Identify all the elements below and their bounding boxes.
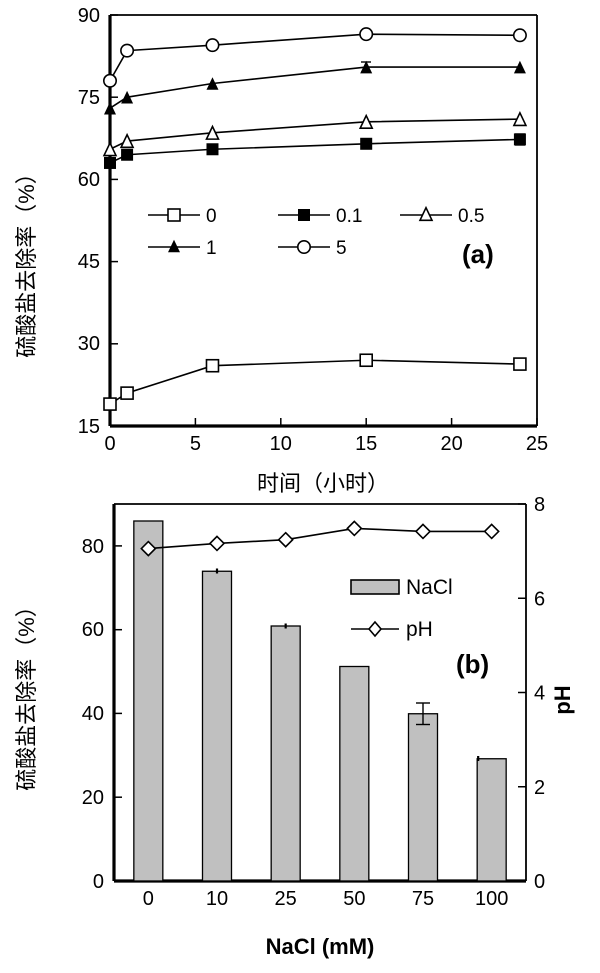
svg-text:15: 15 <box>355 433 377 455</box>
svg-text:0.1: 0.1 <box>336 206 362 227</box>
svg-text:60: 60 <box>82 619 104 641</box>
svg-text:0: 0 <box>206 206 217 227</box>
svg-text:硫酸盐去除率（%）: 硫酸盐去除率（%） <box>14 595 39 791</box>
svg-text:15: 15 <box>78 416 100 438</box>
svg-text:NaCl: NaCl <box>406 576 453 599</box>
svg-text:60: 60 <box>78 169 100 191</box>
svg-text:1: 1 <box>206 238 217 259</box>
svg-text:(a): (a) <box>462 239 494 269</box>
svg-text:0: 0 <box>104 433 115 455</box>
svg-text:20: 20 <box>440 433 462 455</box>
svg-text:75: 75 <box>412 888 434 910</box>
svg-text:100: 100 <box>475 888 508 910</box>
svg-text:75: 75 <box>78 87 100 109</box>
svg-text:6: 6 <box>534 588 545 610</box>
svg-text:0: 0 <box>534 871 545 893</box>
svg-text:pH: pH <box>406 618 433 641</box>
svg-text:0.5: 0.5 <box>458 206 484 227</box>
svg-text:0: 0 <box>143 888 154 910</box>
svg-text:2: 2 <box>534 777 545 799</box>
svg-text:10: 10 <box>206 888 228 910</box>
svg-text:8: 8 <box>534 494 545 516</box>
svg-text:(b): (b) <box>456 649 489 679</box>
svg-text:5: 5 <box>190 433 201 455</box>
svg-text:4: 4 <box>534 683 545 705</box>
svg-text:pH: pH <box>550 685 575 714</box>
svg-text:80: 80 <box>82 536 104 558</box>
svg-text:20: 20 <box>82 787 104 809</box>
svg-text:10: 10 <box>270 433 292 455</box>
svg-text:90: 90 <box>78 5 100 27</box>
svg-text:硫酸盐去除率（%）: 硫酸盐去除率（%） <box>14 162 39 358</box>
svg-text:时间（小时）: 时间（小时） <box>257 471 389 496</box>
svg-text:30: 30 <box>78 333 100 355</box>
svg-text:45: 45 <box>78 251 100 273</box>
svg-text:NaCl (mM): NaCl (mM) <box>266 934 375 959</box>
svg-text:25: 25 <box>526 433 548 455</box>
svg-text:5: 5 <box>336 238 347 259</box>
svg-text:50: 50 <box>343 888 365 910</box>
svg-text:40: 40 <box>82 703 104 725</box>
svg-text:25: 25 <box>275 888 297 910</box>
svg-text:0: 0 <box>93 871 104 893</box>
